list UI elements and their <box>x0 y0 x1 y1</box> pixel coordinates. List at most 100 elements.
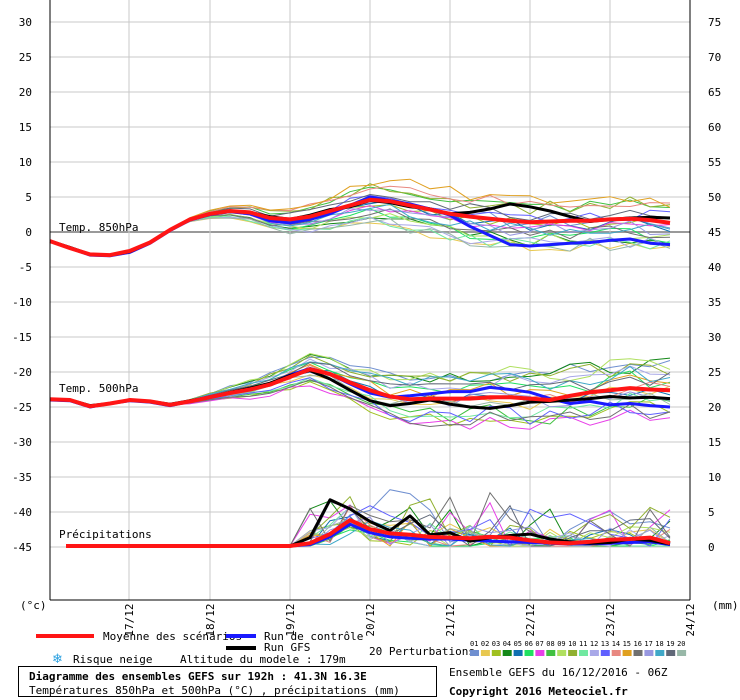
perturbation-number: 05 <box>514 640 522 648</box>
right-tick-label: 60 <box>708 121 721 134</box>
perturbation-swatch <box>579 650 588 656</box>
mean-line-precip <box>66 518 671 548</box>
copyright-label: Copyright 2016 Meteociel.fr <box>449 685 628 698</box>
perturbation-swatch <box>644 650 654 656</box>
perturbation-number: 02 <box>481 640 489 648</box>
left-tick-label: 10 <box>19 156 32 169</box>
perturbation-swatch <box>611 650 621 656</box>
right-tick-label: 45 <box>708 226 721 239</box>
perturbation-swatch <box>502 650 512 656</box>
perturbation-number: 09 <box>557 640 565 648</box>
left-axis-unit: (°c) <box>20 599 47 612</box>
perturbation-number: 13 <box>601 640 609 648</box>
perturbation-swatch <box>470 650 479 656</box>
perturbation-number: 03 <box>492 640 500 648</box>
left-tick-label: -40 <box>12 506 32 519</box>
perturbation-swatch <box>666 650 676 656</box>
left-tick-label: -15 <box>12 331 32 344</box>
legend-snow-label: Risque neige <box>73 653 152 666</box>
right-tick-label: 0 <box>708 541 715 554</box>
left-tick-label: 15 <box>19 121 32 134</box>
perturbation-number: 01 <box>470 640 478 648</box>
x-tick-label: 24/12 <box>684 603 697 636</box>
x-tick-label: 22/12 <box>524 603 537 636</box>
legend-gfs-label: Run GFS <box>264 641 310 654</box>
perturbation-number: 18 <box>655 640 663 648</box>
perturbation-number: 12 <box>590 640 598 648</box>
perturbation-number: 06 <box>525 640 533 648</box>
label-t500: Temp. 500hPa <box>59 382 138 395</box>
left-tick-label: -45 <box>12 541 32 554</box>
right-tick-label: 10 <box>708 471 721 484</box>
right-tick-label: 65 <box>708 86 721 99</box>
perturbation-swatches: 01 02 03 04 05 06 07 08 09 10 11 12 13 14 15 16 17 18 19 20 <box>470 640 687 656</box>
perturbation-number: 04 <box>503 640 511 648</box>
chart-subtitle: Températures 850hPa et 500hPa (°C) , pré… <box>29 684 400 697</box>
perturbation-swatch <box>535 650 545 656</box>
x-tick-label: 21/12 <box>444 603 457 636</box>
left-tick-label: -10 <box>12 296 32 309</box>
label-precip: Précipitations <box>59 528 152 541</box>
perturbation-swatch <box>480 650 490 656</box>
perturbation-number: 08 <box>546 640 554 648</box>
right-tick-label: 25 <box>708 366 721 379</box>
x-tick-label: 18/12 <box>204 603 217 636</box>
perturbation-swatch <box>677 650 687 656</box>
left-tick-label: -25 <box>12 401 32 414</box>
right-tick-label: 15 <box>708 436 721 449</box>
right-tick-label: 75 <box>708 16 721 29</box>
left-tick-label: -35 <box>12 471 32 484</box>
label-t850: Temp. 850hPa <box>59 221 138 234</box>
left-tick-label: -30 <box>12 436 32 449</box>
legend-mean-label: Moyenne des scénarios <box>103 630 242 643</box>
chart-title-box: Diagramme des ensembles GEFS sur 192h : … <box>18 666 437 697</box>
perturbation-swatch <box>546 650 556 656</box>
x-tick-label: 17/12 <box>123 603 136 636</box>
perturbation-number: 15 <box>623 640 631 648</box>
left-tick-label: 0 <box>25 226 32 239</box>
main-series <box>49 195 671 548</box>
x-tick-label: 19/12 <box>284 603 297 636</box>
perturbation-swatch <box>568 650 578 656</box>
snowflake-icon: ❄ <box>52 652 63 667</box>
perturbation-swatch <box>600 650 610 656</box>
perturbation-number: 07 <box>535 640 543 648</box>
right-tick-label: 70 <box>708 51 721 64</box>
left-tick-label: 20 <box>19 86 32 99</box>
perturbation-swatch <box>622 650 632 656</box>
ensemble-run-label: Ensemble GEFS du 16/12/2016 - 06Z <box>449 666 668 679</box>
chart-title: Diagramme des ensembles GEFS sur 192h : … <box>29 670 367 683</box>
perturbation-number: 19 <box>666 640 674 648</box>
perturbation-swatch <box>655 650 665 656</box>
perturbation-number: 14 <box>612 640 620 648</box>
left-tick-label: 25 <box>19 51 32 64</box>
left-tick-label: 5 <box>25 191 32 204</box>
right-tick-label: 40 <box>708 261 721 274</box>
perturbation-number: 11 <box>579 640 587 648</box>
right-tick-label: 5 <box>708 506 715 519</box>
right-tick-label: 55 <box>708 156 721 169</box>
perturbation-swatch <box>589 650 599 656</box>
perturbation-number: 20 <box>677 640 685 648</box>
perturbation-swatch <box>524 650 534 656</box>
perturbation-number: 10 <box>568 640 576 648</box>
legend-perturbations-label: 20 Perturbations <box>369 645 475 658</box>
legend-control-label: Run de contrôle <box>264 630 363 643</box>
perturbation-swatch <box>557 650 567 656</box>
mean-line-t850 <box>49 197 671 258</box>
legend-altitude-label: Altitude du modele : 179m <box>180 653 346 666</box>
perturbation-swatch <box>491 650 501 656</box>
right-tick-label: 50 <box>708 191 721 204</box>
perturbation-number: 16 <box>634 640 642 648</box>
axes <box>49 0 691 601</box>
x-tick-label: 20/12 <box>364 603 377 636</box>
perturbation-number: 17 <box>644 640 652 648</box>
left-tick-label: -5 <box>19 261 32 274</box>
mean-line-t500 <box>49 367 671 409</box>
perturbation-swatch <box>633 650 643 656</box>
right-axis-unit: (mm) <box>712 599 739 612</box>
right-tick-label: 20 <box>708 401 721 414</box>
perturbation-swatch <box>513 650 523 656</box>
